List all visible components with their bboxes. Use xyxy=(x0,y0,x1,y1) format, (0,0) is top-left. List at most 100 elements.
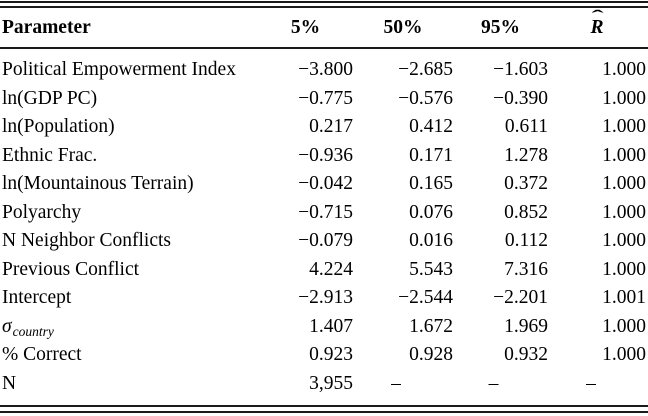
rhat-hat-accent: ˆ xyxy=(591,7,604,27)
parameter-label: Polyarchy xyxy=(2,201,82,223)
value-95th-percentile: 1.969 xyxy=(504,315,548,337)
value-5th-percentile: 0.923 xyxy=(309,344,353,366)
parameter-subscript: country xyxy=(12,323,54,339)
value-5th-percentile: −0.936 xyxy=(298,144,353,166)
parameter-cell: % Correct xyxy=(0,344,258,366)
header-rule xyxy=(0,47,648,49)
bottom-rule-inner xyxy=(0,411,648,413)
value-rhat: 1.000 xyxy=(602,201,646,223)
parameter-label: N Neighbor Conflicts xyxy=(2,230,171,252)
parameter-label: Political Empowerment Index xyxy=(2,59,236,81)
value-50th-percentile: −2.544 xyxy=(398,287,453,309)
value-rhat: 1.000 xyxy=(602,315,646,337)
top-rule-inner xyxy=(0,6,648,8)
col-header-95th-percentile: 95% xyxy=(481,17,520,38)
parameter-cell: σcountry xyxy=(0,315,258,339)
value-rhat: 1.000 xyxy=(602,87,646,109)
table-row: Intercept −2.913 −2.544 −2.201 1.001 xyxy=(0,284,648,313)
value-5th-percentile: −0.715 xyxy=(298,201,353,223)
value-rhat: 1.000 xyxy=(602,144,646,166)
value-5th-percentile: −2.913 xyxy=(298,287,353,309)
value-95th-percentile: −2.201 xyxy=(493,287,548,309)
value-95th-percentile: 7.316 xyxy=(504,258,548,280)
parameter-cell: Polyarchy xyxy=(0,202,258,224)
table-row: N Neighbor Conflicts −0.079 0.016 0.112 … xyxy=(0,227,648,256)
value-5th-percentile: 4.224 xyxy=(309,258,353,280)
value-5th-percentile: −0.042 xyxy=(298,173,353,195)
table-row: Previous Conflict 4.224 5.543 7.316 1.00… xyxy=(0,256,648,285)
value-95th-percentile: – xyxy=(488,372,499,394)
value-5th-percentile: −3.800 xyxy=(298,59,353,81)
value-50th-percentile: 1.672 xyxy=(409,315,453,337)
parameter-label: N xyxy=(2,372,17,394)
value-95th-percentile: 0.852 xyxy=(504,201,548,223)
value-50th-percentile: – xyxy=(391,372,401,394)
table-row: Political Empowerment Index −3.800 −2.68… xyxy=(0,56,648,85)
value-50th-percentile: 0.928 xyxy=(409,344,453,366)
table-row: N 3,955 – – – xyxy=(0,370,648,399)
value-50th-percentile: 0.171 xyxy=(409,144,453,166)
parameter-cell: ln(Mountainous Terrain) xyxy=(0,173,258,195)
col-header-parameter: Parameter xyxy=(2,17,91,38)
col-header-50th-percentile: 50% xyxy=(383,17,423,38)
col-header-5th-percentile: 5% xyxy=(290,17,321,38)
value-rhat: 1.000 xyxy=(602,59,646,81)
parameter-cell: ln(Population) xyxy=(0,116,258,138)
parameter-label: Previous Conflict xyxy=(2,258,140,280)
parameter-label: Intercept xyxy=(2,287,72,309)
value-5th-percentile: 3,955 xyxy=(309,372,353,394)
parameter-label: Ethnic Frac. xyxy=(2,144,98,166)
value-50th-percentile: 0.412 xyxy=(409,116,453,138)
value-5th-percentile: −0.775 xyxy=(298,87,353,109)
parameter-cell: Ethnic Frac. xyxy=(0,145,258,167)
parameter-label: ln(GDP PC) xyxy=(2,87,98,109)
value-rhat: 1.000 xyxy=(602,230,646,252)
value-95th-percentile: 0.932 xyxy=(504,344,548,366)
table-body: Political Empowerment Index −3.800 −2.68… xyxy=(0,56,648,398)
parameter-cell: ln(GDP PC) xyxy=(0,88,258,110)
table-row: ln(Mountainous Terrain) −0.042 0.165 0.3… xyxy=(0,170,648,199)
value-95th-percentile: 1.278 xyxy=(504,144,548,166)
value-50th-percentile: 0.076 xyxy=(409,201,453,223)
value-50th-percentile: −2.685 xyxy=(398,59,453,81)
value-5th-percentile: 1.407 xyxy=(309,315,353,337)
table-row: Polyarchy −0.715 0.076 0.852 1.000 xyxy=(0,199,648,228)
table-row: % Correct 0.923 0.928 0.932 1.000 xyxy=(0,341,648,370)
value-5th-percentile: 0.217 xyxy=(309,116,353,138)
table-row: ln(GDP PC) −0.775 −0.576 −0.390 1.000 xyxy=(0,85,648,114)
value-50th-percentile: 0.165 xyxy=(409,173,453,195)
table-row: Ethnic Frac. −0.936 0.171 1.278 1.000 xyxy=(0,142,648,171)
value-50th-percentile: 0.016 xyxy=(409,230,453,252)
parameter-label: ln(Population) xyxy=(2,116,115,138)
table-row: ln(Population) 0.217 0.412 0.611 1.000 xyxy=(0,113,648,142)
parameter-label: ln(Mountainous Terrain) xyxy=(2,173,194,195)
value-rhat: – xyxy=(586,372,596,394)
value-95th-percentile: −0.390 xyxy=(493,87,548,109)
top-rule-outer xyxy=(0,1,648,3)
table-row: σcountry 1.407 1.672 1.969 1.000 xyxy=(0,313,648,342)
value-50th-percentile: −0.576 xyxy=(398,87,453,109)
parameter-label: σ xyxy=(2,315,12,337)
value-rhat: 1.001 xyxy=(602,287,646,309)
bottom-rule-outer xyxy=(0,405,648,407)
value-rhat: 1.000 xyxy=(602,116,646,138)
parameter-cell: Previous Conflict xyxy=(0,259,258,281)
parameter-cell: Intercept xyxy=(0,287,258,309)
value-rhat: 1.000 xyxy=(602,344,646,366)
value-95th-percentile: 0.112 xyxy=(504,230,548,252)
value-rhat: 1.000 xyxy=(602,258,646,280)
value-95th-percentile: 0.611 xyxy=(504,116,548,138)
value-50th-percentile: 5.543 xyxy=(409,258,453,280)
value-95th-percentile: −1.603 xyxy=(493,59,548,81)
parameter-cell: N Neighbor Conflicts xyxy=(0,230,258,252)
value-95th-percentile: 0.372 xyxy=(504,173,548,195)
parameter-label: % Correct xyxy=(2,344,82,366)
value-5th-percentile: −0.079 xyxy=(298,230,353,252)
parameter-cell: N xyxy=(0,373,258,395)
value-rhat: 1.000 xyxy=(602,173,646,195)
parameter-cell: Political Empowerment Index xyxy=(0,59,258,81)
